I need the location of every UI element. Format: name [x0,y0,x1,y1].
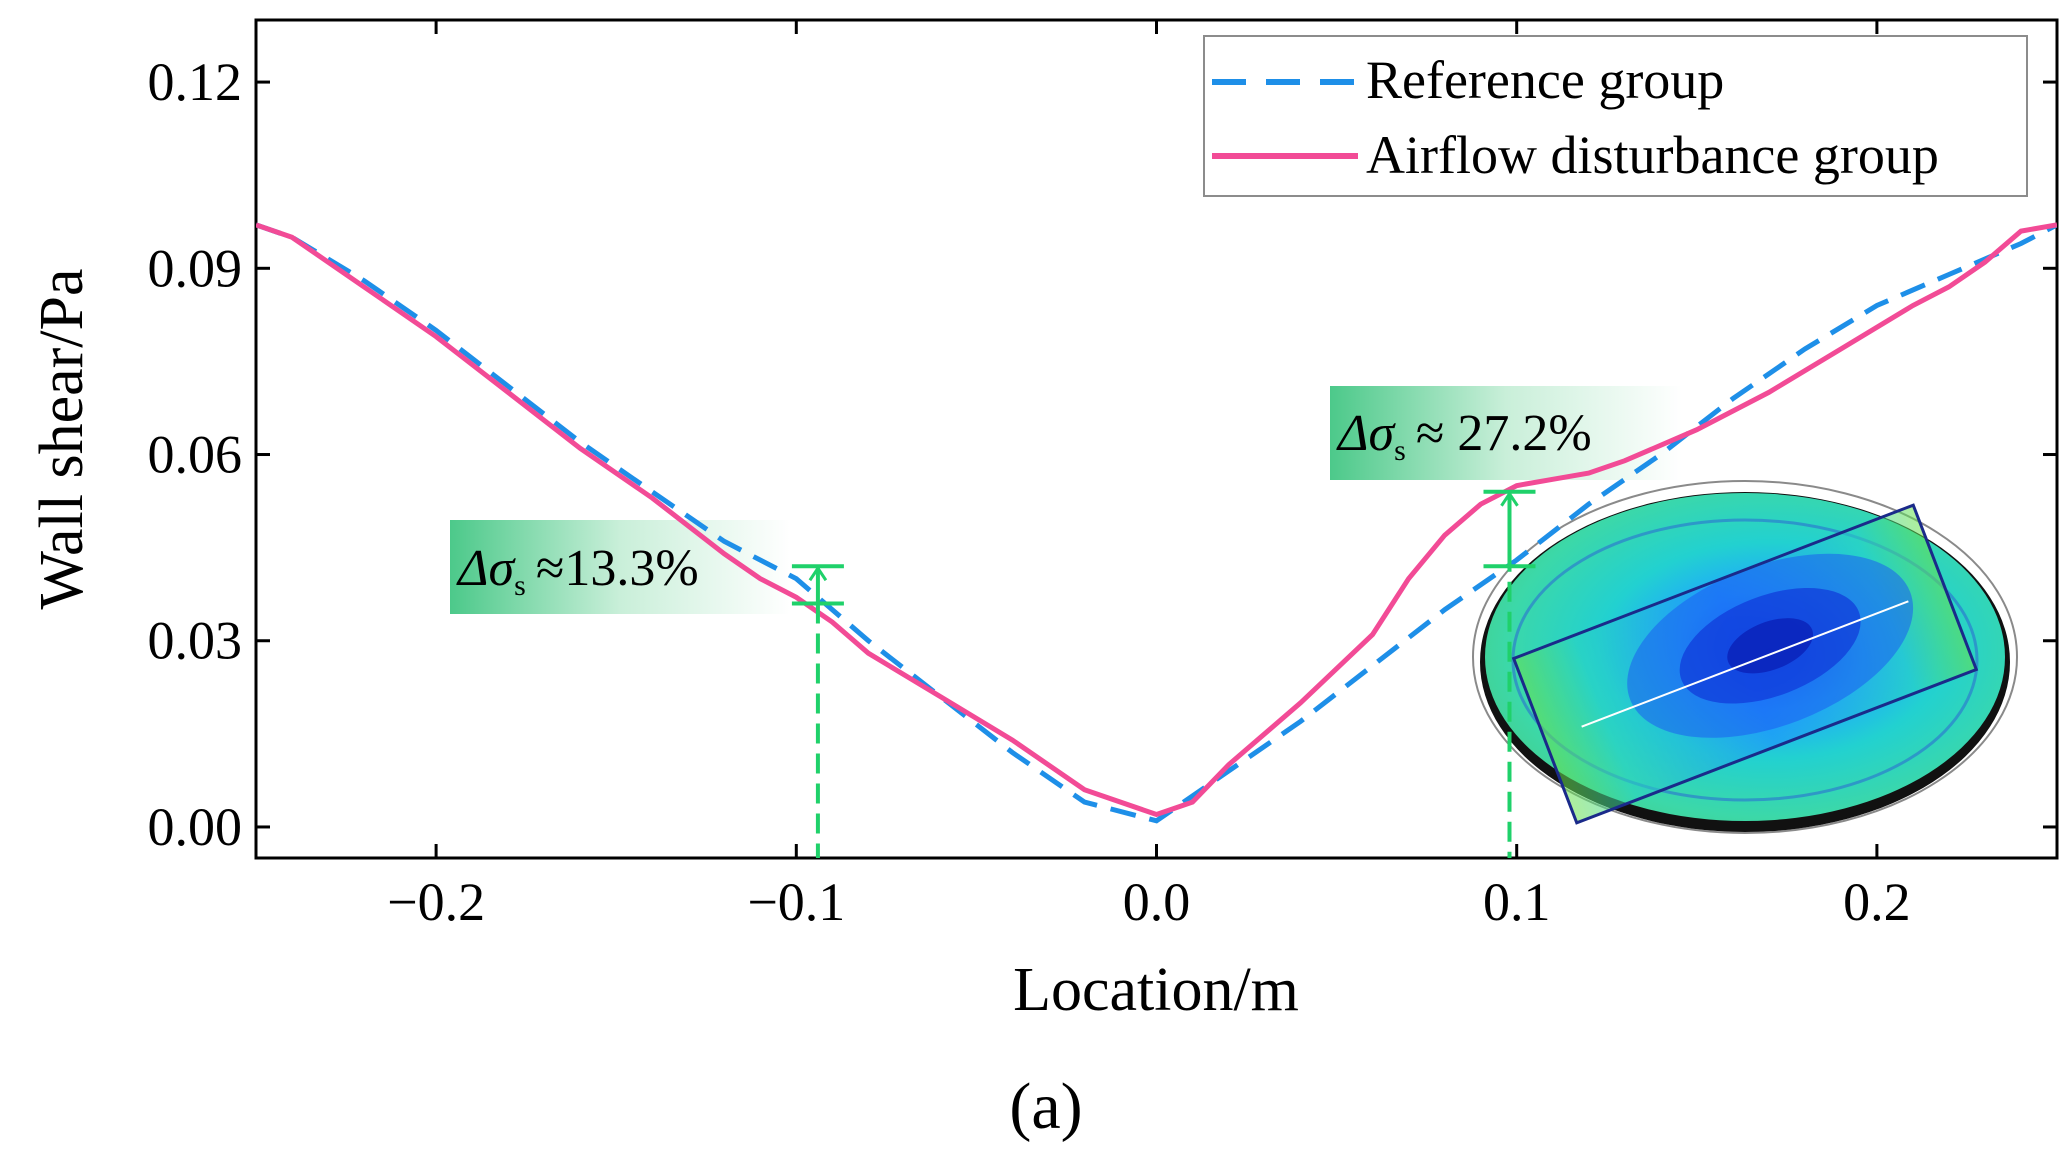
inset-contour-image [1472,480,2018,834]
x-tick-label: 0.2 [1843,872,1911,932]
y-tick-label: 0.12 [148,52,243,112]
x-tick-label: 0.1 [1483,872,1551,932]
annotation-box-left [450,520,790,614]
annotation-right-value: ≈ 27.2% [1416,405,1592,462]
annotation-left-subscript: s [514,569,526,602]
annotation-right-label: Δσs ≈ 27.2% [1336,405,1592,467]
legend-frame [1203,35,2028,197]
annotation-box-right [1330,386,1682,480]
x-axis: −0.2 −0.1 0.0 0.1 0.2 [387,20,1911,932]
annotation-left-label: Δσs ≈13.3% [456,540,699,602]
x-axis-label: Location/m [1013,956,1299,1024]
series-reference-line [256,222,2057,824]
x-tick-label: 0.0 [1123,872,1191,932]
y-tick-label: 0.03 [148,611,243,671]
annotation-arrow-head [808,565,828,582]
panel-label: (a) [1009,1070,1082,1143]
series-airflow-line [256,222,2057,818]
y-tick-label: 0.06 [148,425,243,485]
annotation-arrow-head [1500,491,1519,507]
legend: Reference group Airflow disturbance grou… [1203,35,2028,197]
y-axis-label: Wall shear/Pa [28,268,96,609]
y-axis: 0.00 0.03 0.06 0.09 0.12 [148,52,2057,857]
y-tick-label: 0.00 [148,797,243,857]
annotation-left-value: ≈13.3% [536,540,699,597]
legend-airflow-label: Airflow disturbance group [1366,125,1939,185]
legend-reference-label: Reference group [1366,50,1724,110]
annotation-right-symbol: Δσ [1336,405,1397,462]
annotation-left-symbol: Δσ [456,540,517,597]
annotation-markers [791,489,1536,858]
x-tick-label: −0.2 [387,872,485,932]
x-tick-label: −0.1 [747,872,845,932]
annotation-right-subscript: s [1394,434,1406,467]
y-tick-label: 0.09 [148,238,243,298]
